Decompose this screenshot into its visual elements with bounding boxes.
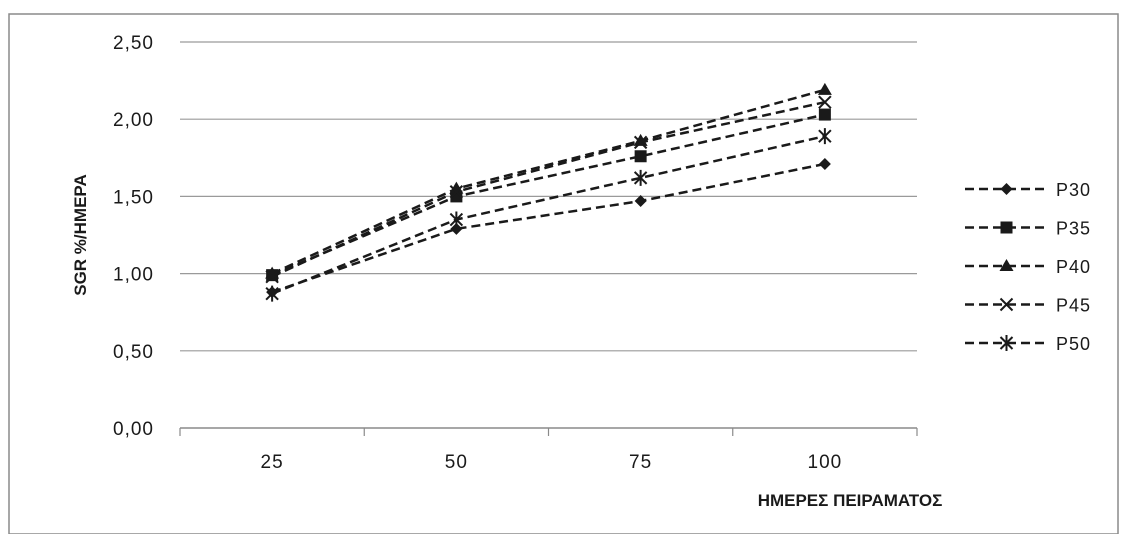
legend-label: P30 — [1056, 180, 1091, 200]
marker-diamond — [450, 222, 463, 235]
marker-triangle — [817, 82, 832, 95]
gridlines — [180, 41, 917, 352]
legend-label: P50 — [1056, 334, 1091, 354]
legend-item-p40: P40 — [965, 257, 1091, 277]
legend-label: P45 — [1056, 296, 1091, 316]
marker-star — [999, 335, 1014, 351]
x-tick-label: 50 — [445, 452, 468, 473]
marker-triangle — [999, 259, 1014, 271]
y-tick-label: 0,50 — [113, 342, 154, 363]
marker-star — [265, 285, 279, 302]
marker-x — [265, 269, 279, 284]
marker-star — [449, 211, 464, 228]
series-line — [271, 162, 826, 294]
marker-square — [1000, 221, 1013, 234]
y-tick-label: 2,50 — [113, 33, 154, 54]
legend-item-p35: P35 — [965, 219, 1091, 239]
legend-item-p45: P45 — [965, 296, 1091, 316]
x-tick-label: 25 — [261, 452, 284, 473]
series-line — [271, 113, 826, 277]
marker-x — [818, 95, 832, 109]
marker-star — [633, 169, 648, 186]
marker-square — [818, 108, 831, 121]
y-tick-label: 0,00 — [113, 419, 154, 440]
series-line — [271, 88, 826, 275]
marker-x — [633, 135, 648, 150]
marker-triangle — [449, 181, 464, 194]
series-p50 — [265, 128, 832, 302]
series-group — [265, 82, 832, 302]
legend-item-p30: P30 — [965, 180, 1091, 200]
legend-item-p50: P50 — [965, 334, 1091, 354]
marker-star — [818, 128, 832, 145]
marker-x — [999, 297, 1014, 312]
marker-diamond — [1000, 183, 1013, 195]
y-tick-label: 2,00 — [113, 110, 154, 131]
series-line — [271, 134, 826, 295]
marker-x — [449, 185, 464, 199]
marker-square — [634, 150, 647, 163]
y-axis-title: SGR %/ΗΜΕΡΑ — [71, 174, 90, 296]
y-tick-label: 1,50 — [113, 187, 154, 208]
y-tick-label: 1,00 — [113, 265, 154, 286]
marker-diamond — [818, 157, 831, 170]
legend: P30 P35 P40 P45 P50 — [965, 180, 1091, 354]
axes: 0,00 0,50 1,00 1,50 2,00 2,50 25 50 75 100 — [113, 33, 918, 473]
x-axis-title: ΗΜΕΡΕΣ ΠΕΙΡΑΜΑΤΟΣ — [758, 491, 943, 510]
series-line — [271, 100, 826, 278]
x-tick-label: 100 — [808, 452, 843, 473]
x-tick-label: 75 — [629, 452, 652, 473]
series-p45 — [265, 95, 832, 284]
legend-label: P35 — [1056, 219, 1091, 239]
legend-label: P40 — [1056, 257, 1091, 277]
marker-diamond — [634, 195, 647, 208]
